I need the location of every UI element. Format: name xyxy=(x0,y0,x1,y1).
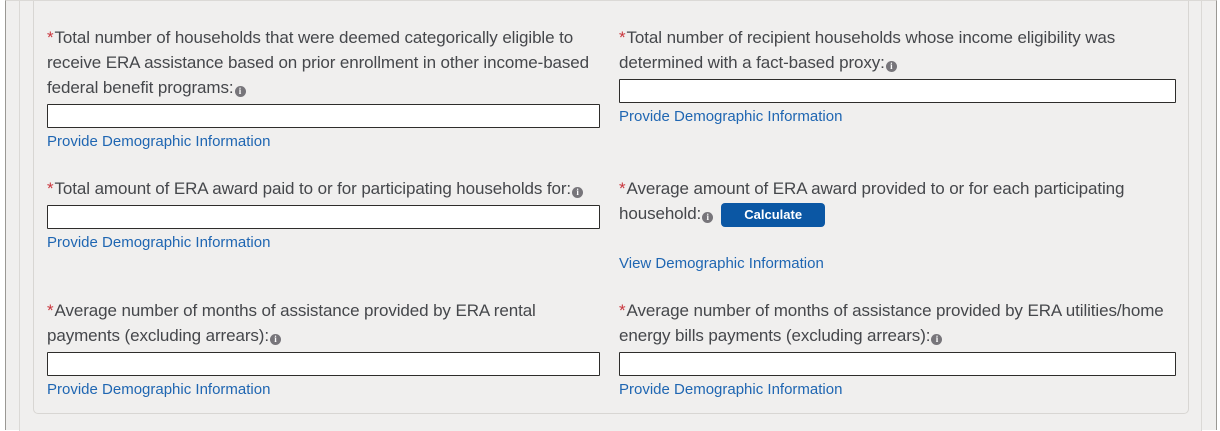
form-panel: *Total number of households that were de… xyxy=(33,1,1189,414)
required-asterisk: * xyxy=(47,179,54,198)
field-total-era-award-amount: *Total amount of ERA award paid to or fo… xyxy=(47,176,600,274)
field-label-text: Average number of months of assistance p… xyxy=(619,300,1164,345)
fact-based-proxy-households-input[interactable] xyxy=(619,79,1176,103)
field-label-text: Average amount of ERA award provided to … xyxy=(619,179,1125,223)
provide-demographic-information-link[interactable]: Provide Demographic Information xyxy=(47,234,271,251)
field-label: *Average number of months of assistance … xyxy=(619,298,1176,348)
calculate-button[interactable]: Calculate xyxy=(721,202,826,227)
field-label-text: Total amount of ERA award paid to or for… xyxy=(54,179,572,198)
total-era-award-amount-input[interactable] xyxy=(47,205,600,229)
field-label: *Total amount of ERA award paid to or fo… xyxy=(47,176,600,201)
provide-demographic-information-link[interactable]: Provide Demographic Information xyxy=(47,133,271,150)
required-asterisk: * xyxy=(619,179,626,198)
provide-demographic-information-link[interactable]: Provide Demographic Information xyxy=(47,380,271,398)
required-asterisk: * xyxy=(619,28,626,47)
report-section-container: *Total number of households that were de… xyxy=(5,0,1217,431)
field-label: *Average amount of ERA award provided to… xyxy=(619,176,1176,227)
average-months-utilities-assistance-input[interactable] xyxy=(619,351,1176,376)
required-asterisk: * xyxy=(47,28,54,47)
field-label: *Total number of households that were de… xyxy=(47,25,600,100)
field-label-text: Total number of recipient households who… xyxy=(619,28,1116,72)
field-fact-based-proxy-households: *Total number of recipient households wh… xyxy=(619,25,1176,152)
field-average-months-utilities-assistance: *Average number of months of assistance … xyxy=(619,298,1176,400)
form-grid: *Total number of households that were de… xyxy=(47,25,1177,400)
field-categorically-eligible-households: *Total number of households that were de… xyxy=(47,25,600,152)
info-icon[interactable]: i xyxy=(702,212,714,223)
info-icon[interactable]: i xyxy=(885,61,897,72)
info-icon[interactable]: i xyxy=(931,333,943,345)
required-asterisk: * xyxy=(619,300,626,320)
field-label: *Total number of recipient households wh… xyxy=(619,25,1176,75)
provide-demographic-information-link[interactable]: Provide Demographic Information xyxy=(619,380,843,398)
field-average-months-rental-assistance: *Average number of months of assistance … xyxy=(47,298,600,400)
info-icon[interactable]: i xyxy=(269,333,281,345)
field-average-era-award-amount: *Average amount of ERA award provided to… xyxy=(619,176,1176,274)
provide-demographic-information-link[interactable]: Provide Demographic Information xyxy=(619,108,843,125)
required-asterisk: * xyxy=(47,300,54,320)
average-months-rental-assistance-input[interactable] xyxy=(47,351,600,376)
info-icon[interactable]: i xyxy=(234,86,246,97)
field-label: *Average number of months of assistance … xyxy=(47,298,600,348)
info-icon[interactable]: i xyxy=(572,187,584,198)
field-label-text: Average number of months of assistance p… xyxy=(47,300,536,345)
view-demographic-information-link[interactable]: View Demographic Information xyxy=(619,254,824,272)
report-section-inner: *Total number of households that were de… xyxy=(19,1,1202,431)
field-label-text: Total number of households that were dee… xyxy=(47,28,590,97)
categorically-eligible-households-input[interactable] xyxy=(47,104,600,128)
